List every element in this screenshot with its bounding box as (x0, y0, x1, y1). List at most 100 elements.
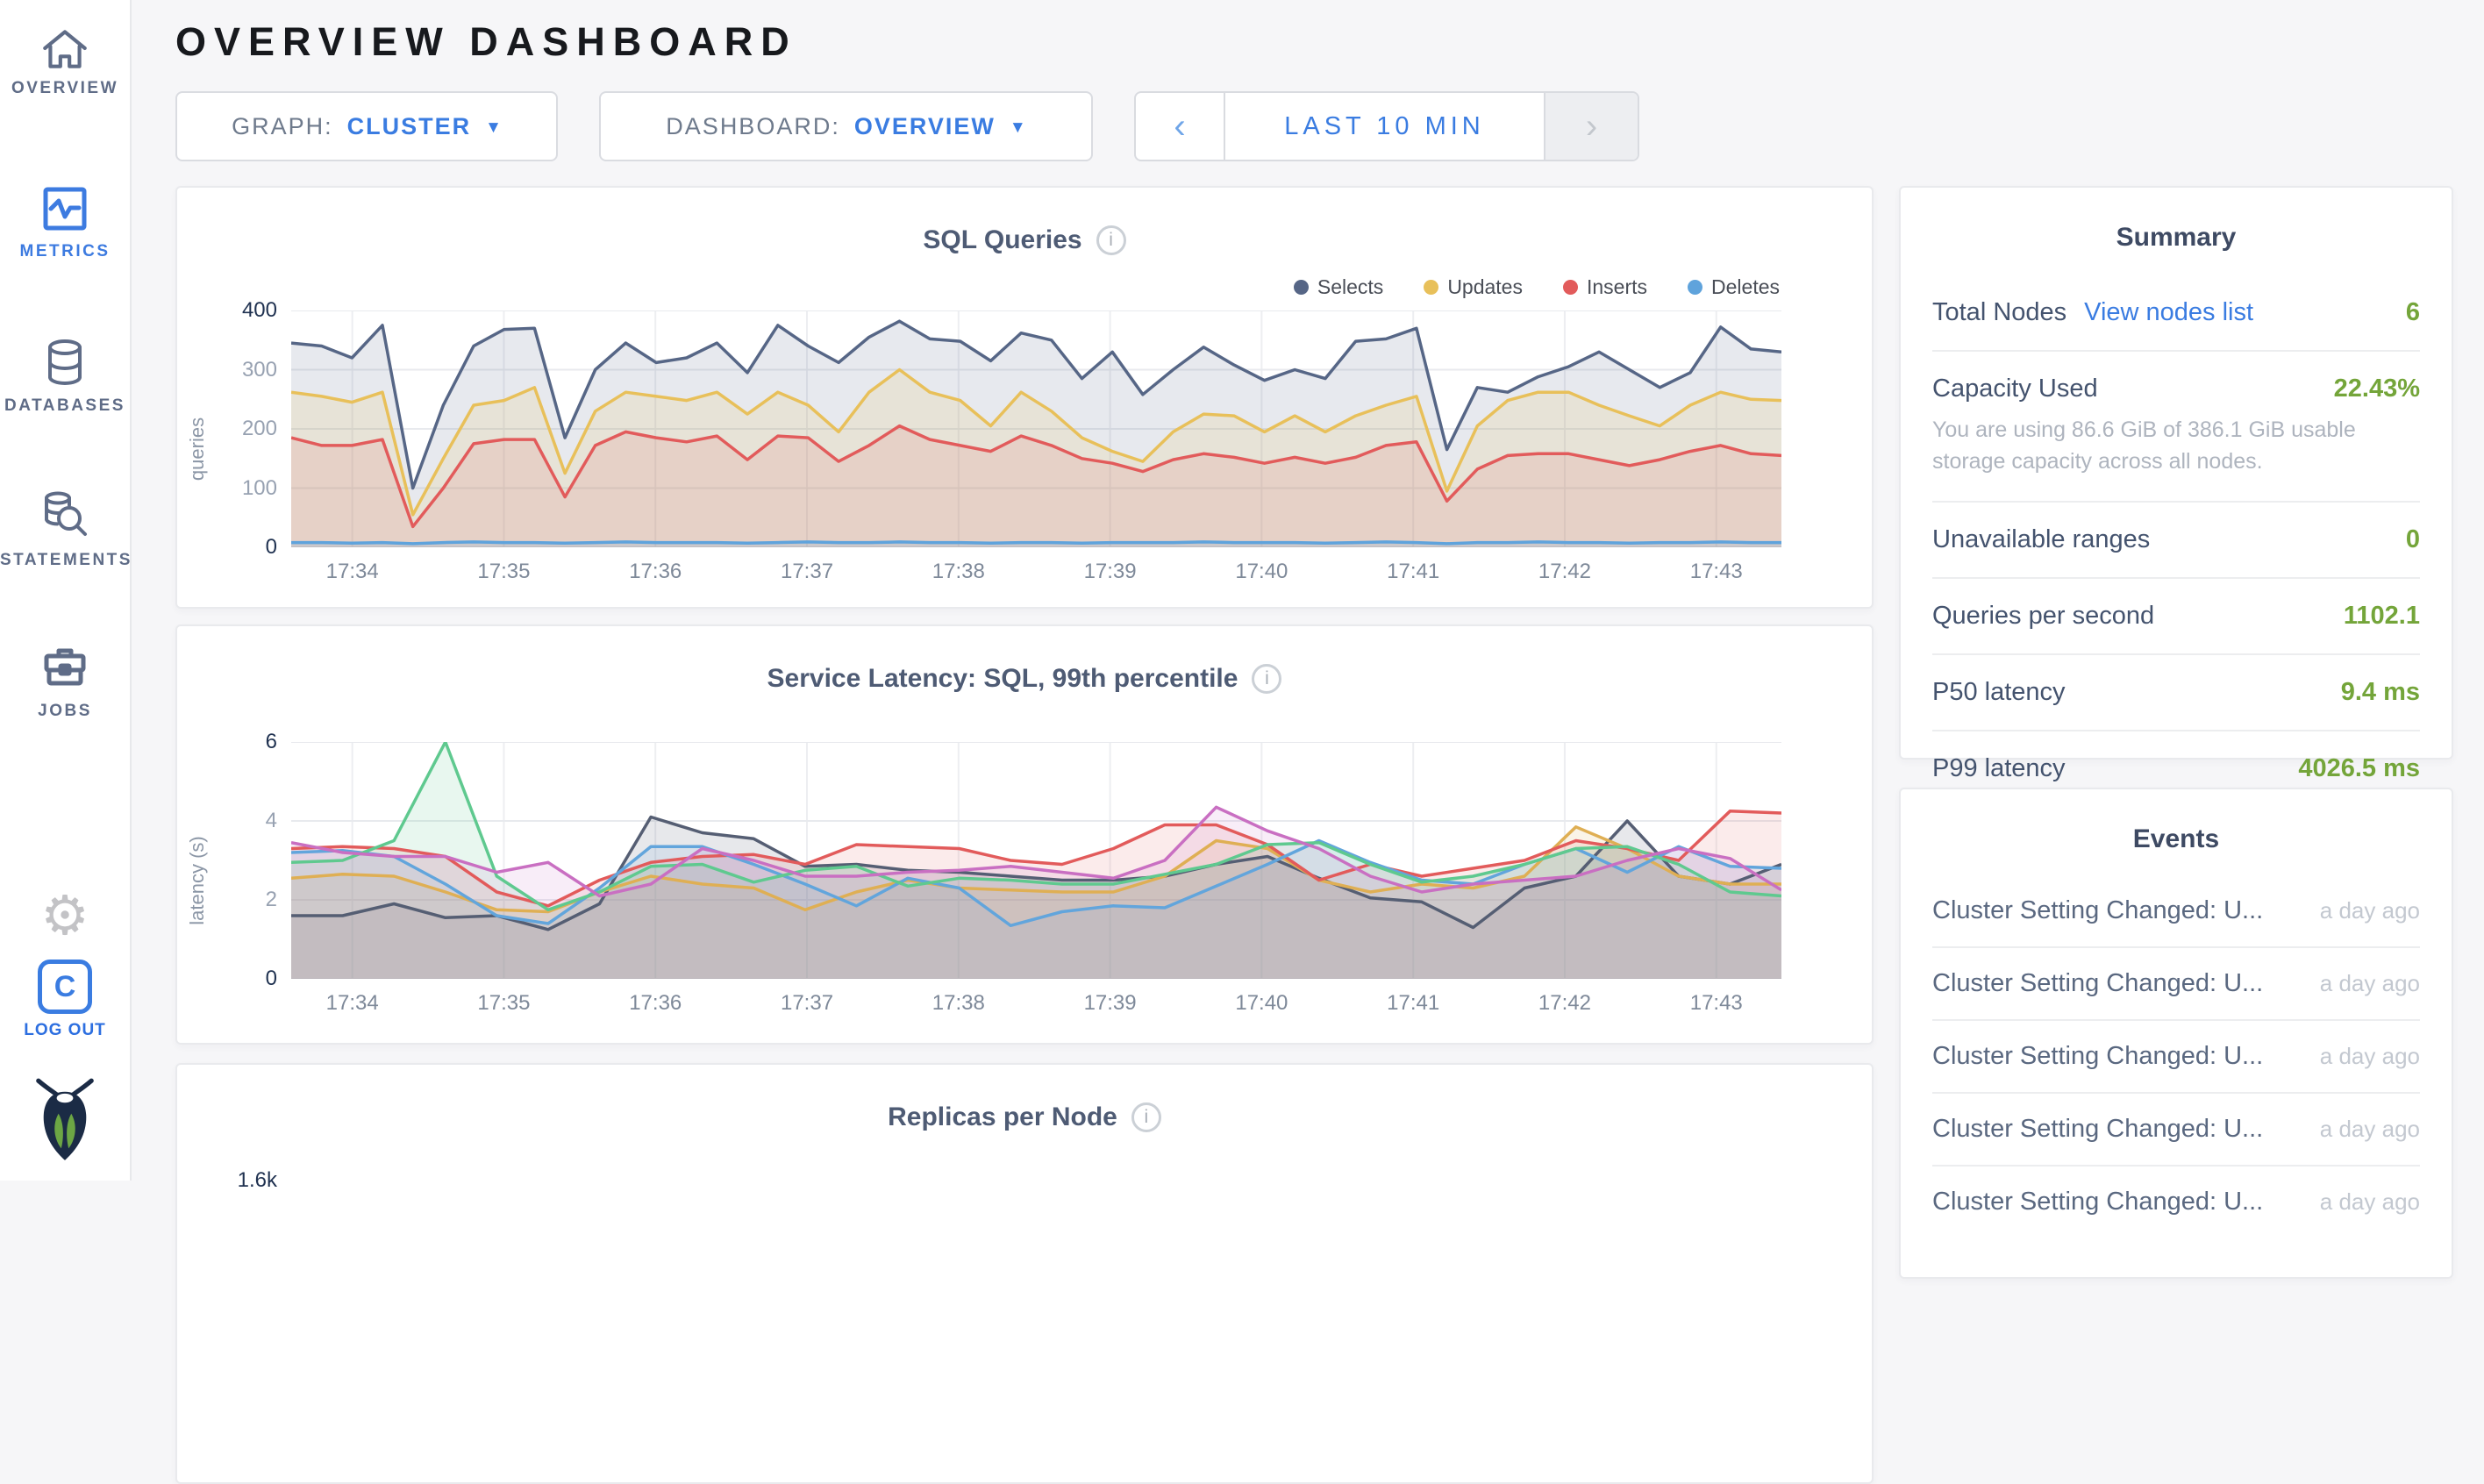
y-axis-ticks: 1.6k (218, 1168, 291, 1409)
summary-row: Total Nodes View nodes list 6 (1932, 275, 2420, 350)
statements-icon (0, 489, 130, 542)
event-timestamp: a day ago (2319, 897, 2420, 924)
summary-row-label: Capacity Used (1932, 375, 2098, 403)
info-icon[interactable]: i (1131, 1102, 1161, 1132)
legend-label: Updates (1447, 275, 1523, 298)
event-timestamp: a day ago (2319, 1116, 2420, 1142)
sidebar-item-metrics[interactable]: METRICS (0, 184, 130, 261)
sidebar-item-overview[interactable]: OVERVIEW (0, 26, 130, 98)
replicas-per-node-chart[interactable] (291, 1172, 1781, 1409)
x-tick-label: 17:38 (932, 991, 985, 1015)
sidebar-item-statements[interactable]: STATEMENTS (0, 489, 130, 570)
x-tick-label: 17:34 (325, 560, 379, 583)
event-row: Cluster Setting Changed: U... a day ago (1932, 946, 2420, 1019)
replicas-per-node-panel: Replicas per Node i 1.6k (175, 1063, 1874, 1484)
summary-row-value: 1102.1 (2343, 601, 2420, 630)
settings-button[interactable]: ⚙ (0, 889, 130, 944)
sql-queries-chart[interactable] (291, 310, 1781, 547)
summary-row: Queries per second 1102.1 (1932, 576, 2420, 653)
sidebar-item-label: DATABASES (4, 396, 125, 415)
info-icon[interactable]: i (1252, 664, 1282, 694)
x-tick-label: 17:43 (1689, 991, 1743, 1015)
graph-dropdown-value: CLUSTER (346, 112, 472, 139)
sidebar-item-jobs[interactable]: JOBS (0, 644, 130, 721)
event-row: Cluster Setting Changed: U... a day ago (1932, 875, 2420, 946)
sidebar-item-databases[interactable]: DATABASES (0, 337, 130, 416)
controls-bar: GRAPH: CLUSTER ▼ DASHBOARD: OVERVIEW ▼ ‹… (175, 91, 2484, 161)
time-range-next-button[interactable]: › (1544, 93, 1638, 160)
dashboard-dropdown-label: DASHBOARD: (666, 112, 840, 139)
page-title: OVERVIEW DASHBOARD (175, 19, 797, 64)
time-range-prev-button[interactable]: ‹ (1136, 93, 1225, 160)
chevron-down-icon: ▼ (1009, 118, 1026, 137)
x-tick-label: 17:41 (1387, 991, 1440, 1015)
summary-row: P99 latency 4026.5 ms (1932, 729, 2420, 806)
graph-dropdown-label: GRAPH: (232, 112, 333, 139)
dashboard-dropdown[interactable]: DASHBOARD: OVERVIEW ▼ (599, 91, 1093, 161)
legend-dot-icon (1293, 280, 1309, 295)
time-range-label[interactable]: LAST 10 MIN (1284, 111, 1485, 140)
x-tick-label: 17:41 (1387, 560, 1440, 583)
service-latency-chart[interactable] (291, 742, 1781, 979)
view-nodes-list-link[interactable]: View nodes list (2084, 298, 2254, 326)
legend-item[interactable]: Selects (1293, 275, 1383, 299)
charts-column: SQL Queries i Selects Updates Inserts Delet… (175, 186, 1874, 1484)
chevron-down-icon: ▼ (485, 118, 502, 137)
home-icon (0, 26, 130, 70)
x-tick-label: 17:34 (325, 991, 379, 1015)
x-tick-label: 17:36 (629, 560, 682, 583)
y-tick-label: 400 (241, 298, 277, 322)
x-axis-ticks: 17:34 17:35 17:36 17:37 17:38 17:39 17:40 17:41… (291, 979, 1781, 1019)
event-rows: Cluster Setting Changed: U... a day ago Cl… (1932, 875, 2420, 1238)
events-panel: Events Cluster Setting Changed: U... a da… (1899, 788, 2453, 1279)
sql-queries-panel: SQL Queries i Selects Updates Inserts Delet… (175, 186, 1874, 609)
chart-legend: Selects Updates Inserts Deletes (1293, 275, 1780, 299)
summary-row-label: Unavailable ranges (1932, 524, 2151, 553)
summary-row-caption: You are using 86.6 GiB of 386.1 GiB usab… (1932, 417, 2356, 474)
y-tick-label: 2 (265, 888, 277, 911)
legend-dot-icon (1562, 280, 1578, 295)
y-tick-label: 1.6k (237, 1168, 277, 1192)
metrics-icon (0, 184, 130, 233)
event-timestamp: a day ago (2319, 1188, 2420, 1215)
legend-label: Deletes (1711, 275, 1780, 298)
summary-row-label: Total Nodes (1932, 298, 2067, 326)
summary-row: Unavailable ranges 0 (1932, 500, 2420, 577)
legend-item[interactable]: Deletes (1688, 275, 1780, 299)
legend-item[interactable]: Updates (1424, 275, 1523, 299)
event-row: Cluster Setting Changed: U... a day ago (1932, 1092, 2420, 1165)
event-text: Cluster Setting Changed: U... (1932, 896, 2264, 924)
summary-rows: Total Nodes View nodes list 6 Capacity Used… (1932, 275, 2420, 806)
y-tick-label: 0 (265, 535, 277, 559)
x-tick-label: 17:37 (780, 560, 834, 583)
summary-row-value: 9.4 ms (2340, 677, 2420, 706)
summary-panel: Summary Total Nodes View nodes list 6 Capac… (1899, 186, 2453, 782)
graph-dropdown[interactable]: GRAPH: CLUSTER ▼ (175, 91, 558, 161)
events-title: Events (2132, 824, 2220, 853)
cockroach-bug-logo (0, 1075, 130, 1163)
y-tick-label: 100 (241, 475, 277, 500)
event-text: Cluster Setting Changed: U... (1932, 969, 2264, 997)
chart-canvas[interactable] (291, 742, 1781, 979)
summary-row-label: Queries per second (1932, 601, 2155, 630)
summary-row-value: 22.43% (2333, 375, 2420, 403)
x-tick-label: 17:38 (932, 560, 985, 583)
x-axis-ticks: 17:34 17:35 17:36 17:37 17:38 17:39 17:40 17:41… (291, 547, 1781, 588)
brand-logo[interactable] (0, 1075, 130, 1163)
legend-item[interactable]: Inserts (1562, 275, 1647, 299)
y-tick-label: 4 (265, 809, 277, 832)
x-tick-label: 17:39 (1083, 560, 1137, 583)
sidebar-item-label: OVERVIEW (11, 79, 119, 97)
info-icon[interactable]: i (1096, 225, 1126, 255)
y-axis-label: latency (s) (186, 836, 208, 925)
event-row: Cluster Setting Changed: U... a day ago (1932, 1019, 2420, 1092)
x-tick-label: 17:40 (1235, 991, 1288, 1015)
x-tick-label: 17:43 (1689, 560, 1743, 583)
logout-button[interactable]: C LOG OUT (0, 960, 130, 1040)
main-content: OVERVIEW DASHBOARD GRAPH: CLUSTER ▼ DASH… (132, 0, 2484, 1484)
chart-canvas[interactable] (291, 310, 1781, 547)
chart-title: Replicas per Node (888, 1102, 1117, 1131)
chart-title: Service Latency: SQL, 99th percentile (767, 664, 1238, 693)
summary-row-value: 6 (2405, 298, 2420, 326)
time-range-selector: ‹ LAST 10 MIN › (1134, 91, 1639, 161)
